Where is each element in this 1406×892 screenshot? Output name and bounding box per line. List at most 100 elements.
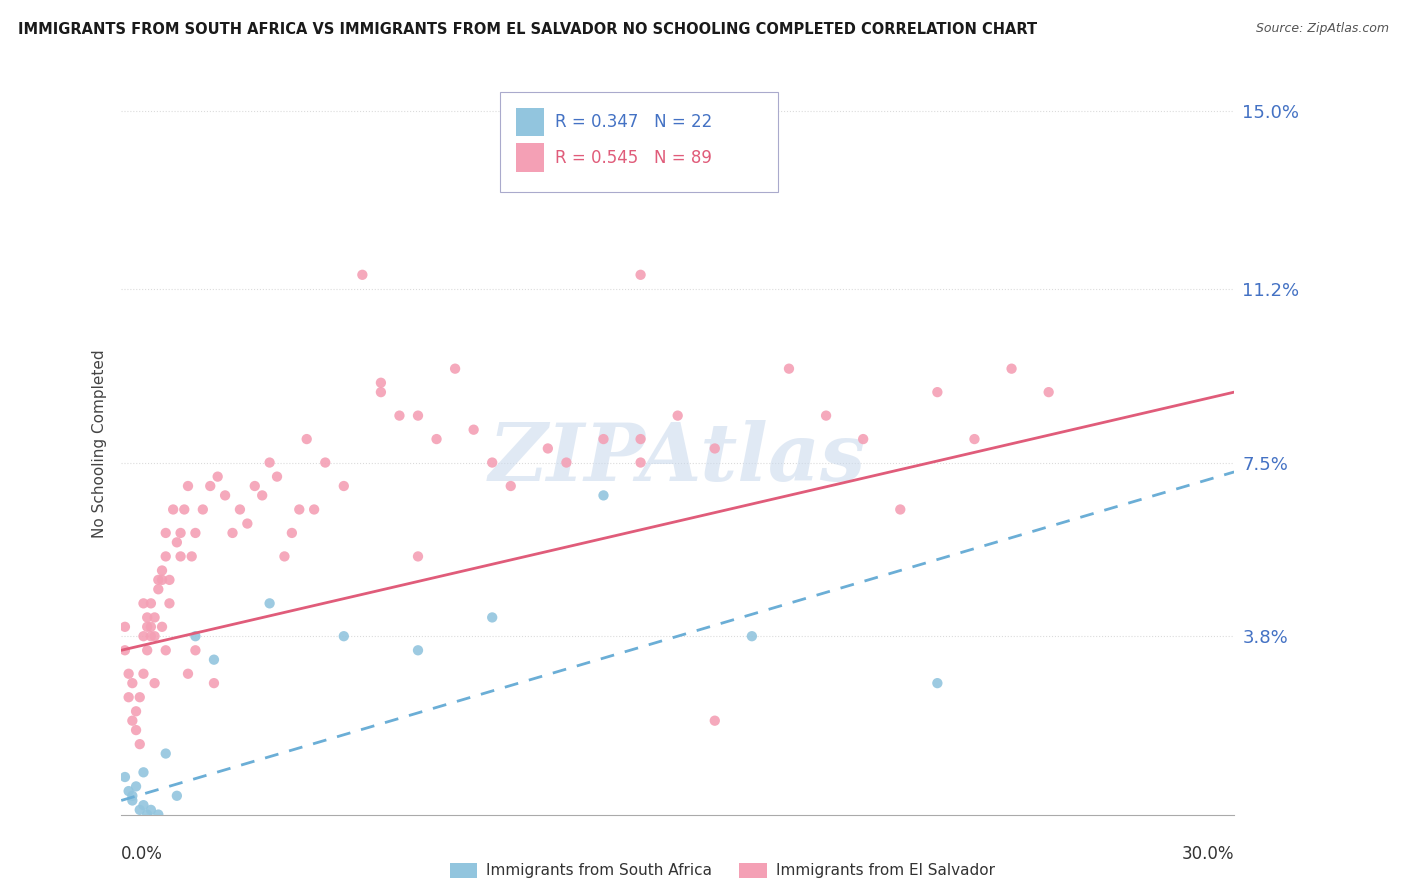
Point — [136, 620, 159, 634]
Point — [481, 456, 503, 470]
Point — [128, 690, 150, 705]
Point — [155, 643, 177, 657]
Point — [229, 502, 252, 516]
Point — [155, 549, 177, 564]
Point — [202, 676, 225, 690]
Point — [121, 789, 143, 803]
Point — [425, 432, 447, 446]
Point — [150, 620, 173, 634]
Point — [703, 442, 725, 456]
Point — [221, 525, 243, 540]
Point — [295, 432, 318, 446]
Bar — [516, 144, 544, 171]
Point — [114, 643, 136, 657]
Point — [121, 714, 143, 728]
Text: Immigrants from South Africa: Immigrants from South Africa — [486, 863, 713, 878]
Point — [177, 666, 200, 681]
Point — [266, 469, 288, 483]
Point — [927, 676, 949, 690]
Point — [370, 385, 392, 400]
Point — [236, 516, 259, 531]
Point — [132, 629, 155, 643]
Point — [388, 409, 411, 423]
Point — [132, 596, 155, 610]
Point — [191, 502, 214, 516]
Point — [150, 564, 173, 578]
Point — [463, 423, 485, 437]
Bar — [740, 863, 766, 878]
Point — [281, 525, 304, 540]
Point — [703, 714, 725, 728]
Point — [481, 610, 503, 624]
Point — [630, 432, 652, 446]
Text: Immigrants from El Salvador: Immigrants from El Salvador — [776, 863, 994, 878]
Point — [148, 582, 170, 597]
Point — [406, 643, 429, 657]
Point — [202, 653, 225, 667]
Point — [406, 549, 429, 564]
Point — [117, 784, 139, 798]
Text: 0.0%: 0.0% — [121, 845, 163, 863]
Point — [184, 525, 207, 540]
FancyBboxPatch shape — [499, 92, 778, 192]
Point — [162, 502, 184, 516]
Point — [184, 643, 207, 657]
Y-axis label: No Schooling Completed: No Schooling Completed — [93, 350, 107, 538]
Text: R = 0.545   N = 89: R = 0.545 N = 89 — [555, 149, 711, 167]
Point — [250, 488, 273, 502]
Point — [114, 620, 136, 634]
Point — [288, 502, 311, 516]
Point — [159, 573, 181, 587]
Point — [815, 409, 838, 423]
Point — [136, 610, 159, 624]
Point — [121, 793, 143, 807]
Point — [666, 409, 689, 423]
Point — [166, 789, 188, 803]
Point — [499, 479, 522, 493]
Point — [184, 629, 207, 643]
Point — [889, 502, 911, 516]
Point — [333, 629, 356, 643]
Point — [592, 432, 614, 446]
Point — [139, 803, 162, 817]
Point — [1038, 385, 1060, 400]
Point — [150, 573, 173, 587]
Point — [200, 479, 222, 493]
Point — [155, 525, 177, 540]
Point — [333, 479, 356, 493]
Point — [121, 676, 143, 690]
Point — [207, 469, 229, 483]
Text: 30.0%: 30.0% — [1181, 845, 1234, 863]
Point — [128, 737, 150, 751]
Point — [125, 780, 148, 794]
Point — [143, 629, 166, 643]
Point — [139, 620, 162, 634]
Point — [136, 643, 159, 657]
Point — [273, 549, 295, 564]
Point — [148, 807, 170, 822]
Point — [852, 432, 875, 446]
Point — [125, 723, 148, 737]
Point — [132, 765, 155, 780]
Point — [352, 268, 374, 282]
Point — [444, 361, 467, 376]
Point — [243, 479, 266, 493]
Point — [1000, 361, 1022, 376]
Point — [169, 549, 191, 564]
Point — [136, 807, 159, 822]
Point — [778, 361, 800, 376]
Text: ZIPAtlas: ZIPAtlas — [489, 420, 866, 498]
Point — [117, 666, 139, 681]
Point — [630, 268, 652, 282]
Point — [139, 596, 162, 610]
Bar — [516, 108, 544, 136]
Point — [630, 456, 652, 470]
Point — [139, 629, 162, 643]
Point — [259, 596, 281, 610]
Point — [592, 488, 614, 502]
Point — [132, 666, 155, 681]
Point — [143, 610, 166, 624]
Point — [114, 770, 136, 784]
Point — [259, 456, 281, 470]
Point — [128, 803, 150, 817]
